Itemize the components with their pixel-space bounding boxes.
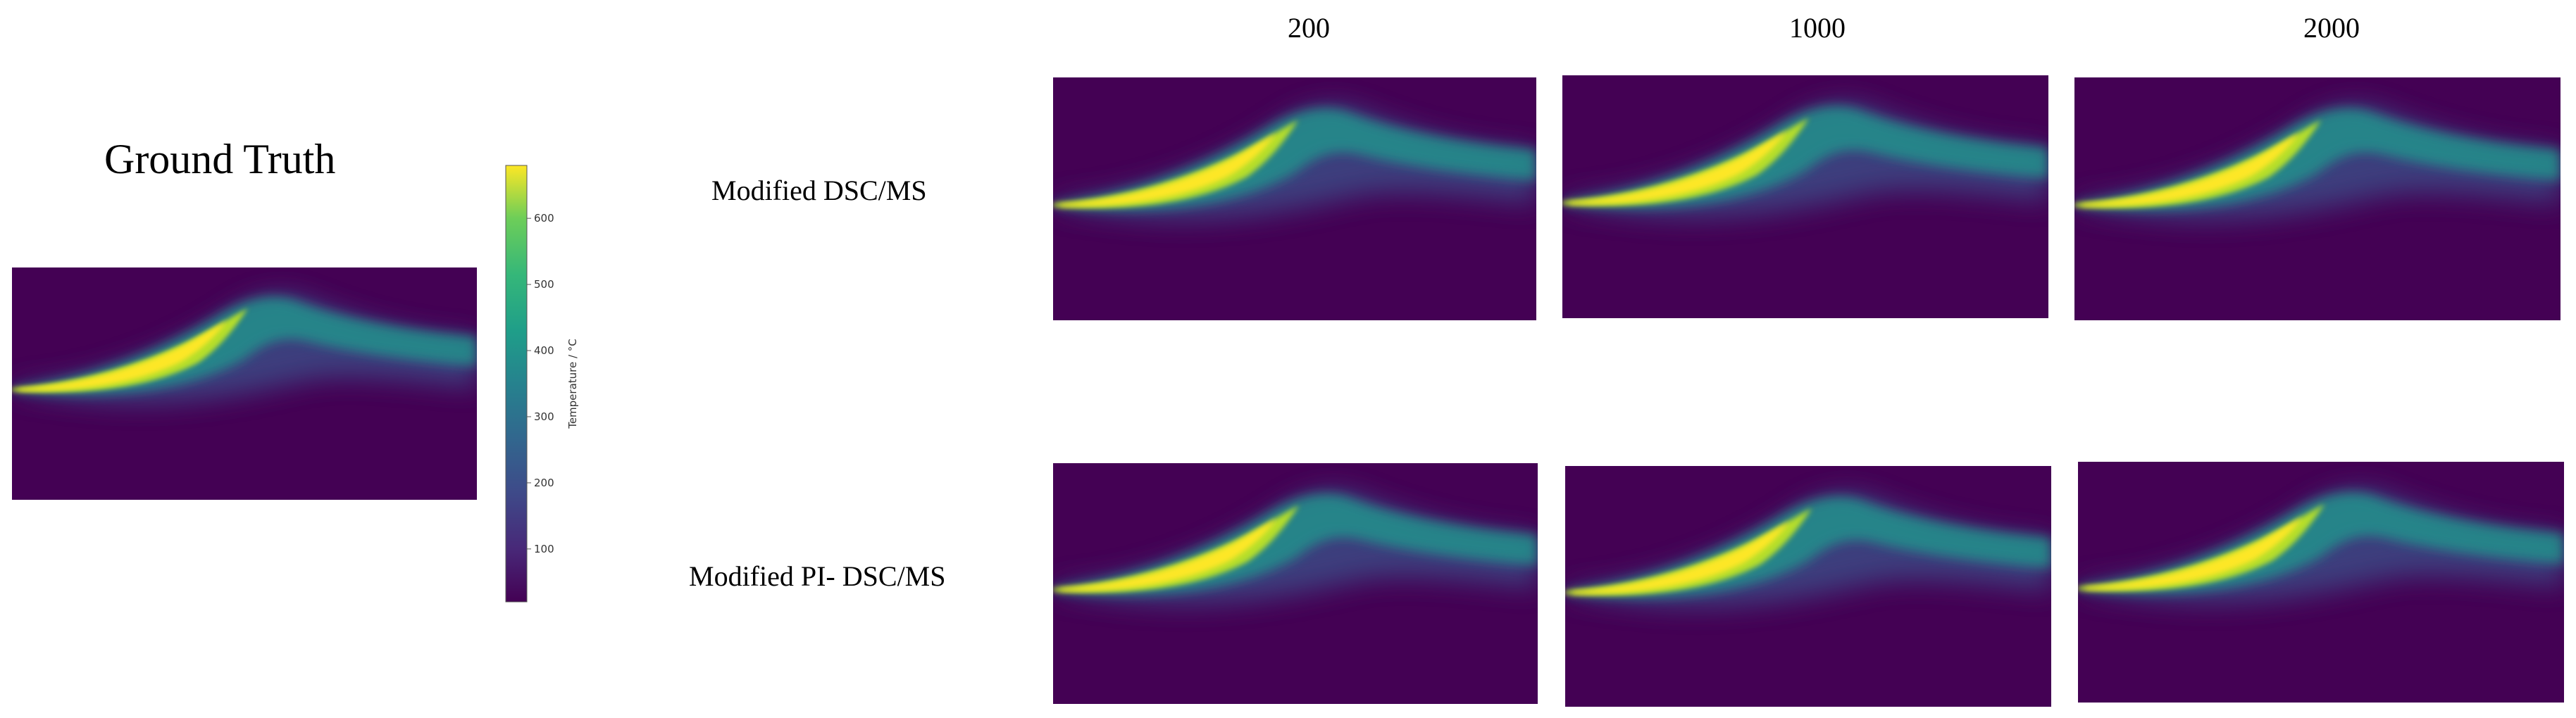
column-header-200: 200 [1288,12,1330,44]
colorbar-tick-label: 200 [534,477,554,489]
heatmap-pi-dsc-ms-1000 [1565,466,2051,707]
colorbar-label: Temperature / °C [566,339,579,429]
column-header-1000: 1000 [1789,12,1846,44]
heatmap-dsc-ms-200 [1053,77,1536,320]
heatmap-pi-dsc-ms-2000 [2078,462,2564,703]
colorbar-tick-label: 100 [534,543,554,555]
heatmap-dsc-ms-2000 [2074,77,2561,320]
colorbar-gradient [505,165,528,603]
ground-truth-title: Ground Truth [104,136,336,182]
ground-truth-heatmap [12,267,477,500]
row-label-modified-pi-dsc-ms: Modified PI- DSC/MS [689,560,946,592]
heatmap-pi-dsc-ms-200 [1053,463,1538,704]
colorbar-tick-label: 400 [534,344,554,357]
heatmap-dsc-ms-1000 [1562,75,2048,318]
colorbar-tick-label: 600 [534,212,554,225]
temperature-colorbar: 100 200 300 400 500 600 Temperature / °C [505,165,579,603]
row-label-modified-dsc-ms: Modified DSC/MS [711,175,927,206]
colorbar-tick-label: 500 [534,278,554,291]
colorbar-ticks: 100 200 300 400 500 600 [527,212,554,555]
colorbar-tick-label: 300 [534,410,554,423]
column-header-2000: 2000 [2303,12,2360,44]
